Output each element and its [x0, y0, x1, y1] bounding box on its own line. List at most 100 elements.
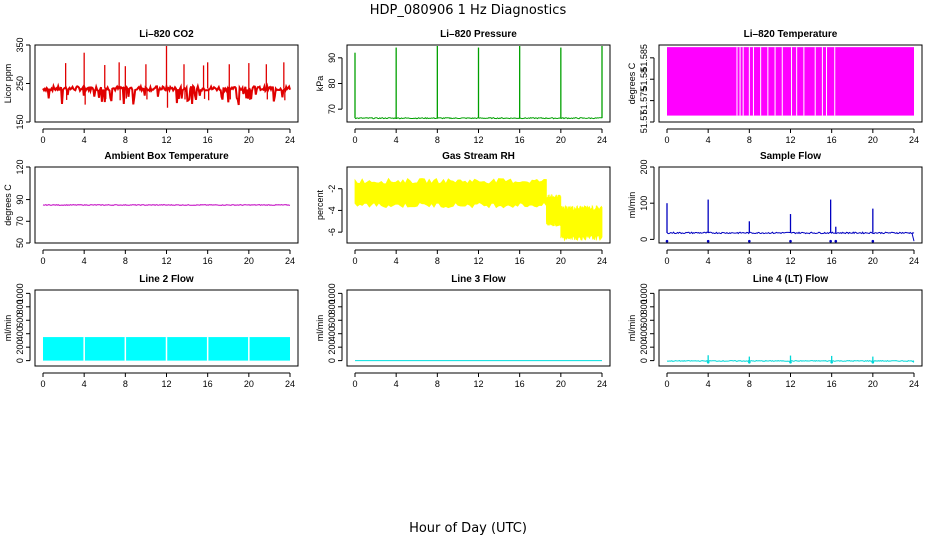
series-9	[666, 355, 915, 364]
x-tick-label: 12	[785, 379, 795, 389]
drop-point	[748, 361, 751, 364]
y-tick-label: 200	[327, 340, 337, 355]
chart-panel: Line 3 Flow ml/min 0 4 8 12 16 20 24 0 20040060080…	[315, 274, 611, 389]
panel-frame	[346, 289, 611, 367]
drop-point	[789, 239, 792, 243]
figure-title: HDP_080906 1 Hz Diagnostics	[370, 3, 567, 18]
y-tick-label: 51.585	[639, 44, 649, 72]
x-tick-label: 24	[597, 135, 607, 145]
y-tick-label: 400	[15, 326, 25, 341]
x-tick-label: 20	[244, 256, 254, 266]
chart-panel: Gas Stream RH percent 0 4 8 12 16 20 24 -6 -4 -2	[315, 151, 611, 266]
x-tick-label: 16	[515, 135, 525, 145]
y-tick-label: 600	[327, 313, 337, 328]
panel-title: Li–820 Temperature	[744, 29, 838, 40]
drop-point	[665, 239, 669, 243]
panel-frame	[658, 289, 923, 367]
panel-ylabel: degrees C	[627, 62, 637, 104]
y-tick-label: 350	[15, 37, 25, 52]
y-tick-label: 1000	[639, 283, 649, 303]
drop-point	[789, 361, 792, 364]
panel-title: Ambient Box Temperature	[104, 151, 229, 162]
x-tick-label: 0	[352, 135, 357, 145]
x-tick-label: 16	[203, 135, 213, 145]
y-tick-label: -6	[327, 228, 337, 236]
x-tick-label: 8	[747, 135, 752, 145]
x-tick-label: 12	[161, 135, 171, 145]
panel-ylabel: Licor ppm	[3, 64, 13, 104]
x-tick-label: 20	[868, 379, 878, 389]
y-tick-label: 800	[15, 299, 25, 314]
x-tick-label: 4	[82, 135, 87, 145]
panel-title: Li–820 Pressure	[440, 29, 517, 40]
x-tick-label: 16	[203, 379, 213, 389]
rh-segment	[546, 193, 562, 227]
panel-title: Gas Stream RH	[442, 151, 515, 162]
y-tick-label: 800	[639, 299, 649, 314]
y-tick-label: 400	[639, 326, 649, 341]
series-line	[42, 204, 291, 206]
y-tick-label: 600	[639, 313, 649, 328]
x-tick-label: 4	[706, 135, 711, 145]
x-tick-label: 20	[244, 379, 254, 389]
y-tick-label: -4	[327, 206, 337, 214]
x-tick-label: 24	[597, 379, 607, 389]
panel-frame	[346, 166, 611, 244]
series-2	[354, 46, 603, 120]
panel-title: Line 4 (LT) Flow	[753, 274, 829, 285]
x-tick-label: 16	[203, 256, 213, 266]
x-tick-label: 8	[435, 379, 440, 389]
x-tick-label: 0	[40, 379, 45, 389]
x-tick-label: 4	[394, 135, 399, 145]
y-tick-label: 80	[327, 78, 337, 88]
x-tick-label: 20	[556, 379, 566, 389]
panel-frame	[34, 289, 299, 367]
panel-title: Sample Flow	[760, 151, 821, 162]
chart-panel: Li–820 Pressure kPa 0 4 8 12 16 20 24 70 80 90	[315, 29, 611, 145]
x-tick-label: 0	[40, 256, 45, 266]
panel-ylabel: ml/min	[315, 315, 325, 342]
series-4	[42, 204, 291, 206]
y-axis: 50 70 90 120	[15, 159, 31, 248]
y-tick-label: 0	[639, 237, 649, 242]
x-axis: 0 4 8 12 16 20 24	[352, 249, 607, 266]
x-tick-label: 12	[473, 135, 483, 145]
y-tick-label: -2	[327, 185, 337, 193]
x-tick-label: 20	[556, 135, 566, 145]
end-drop	[911, 232, 915, 242]
drop-point	[830, 361, 833, 364]
panel-title: Line 2 Flow	[139, 274, 194, 285]
x-tick-label: 12	[785, 256, 795, 266]
chart-panel: Sample Flow ml/min 0 4 8 12 16 20 24 0 100 200	[627, 151, 923, 266]
y-tick-label: 50	[15, 238, 25, 248]
drop-point	[748, 239, 751, 243]
x-tick-label: 16	[827, 379, 837, 389]
y-axis: 0 100 200	[639, 159, 655, 242]
x-tick-label: 24	[285, 256, 295, 266]
x-tick-label: 20	[868, 135, 878, 145]
x-tick-label: 8	[123, 379, 128, 389]
x-tick-label: 4	[706, 379, 711, 389]
y-tick-label: 200	[639, 340, 649, 355]
panel-frame	[658, 44, 923, 123]
y-tick-label: 51.58	[639, 68, 649, 91]
x-axis: 0 4 8 12 16 20 24	[40, 372, 295, 389]
x-axis: 0 4 8 12 16 20 24	[664, 128, 919, 145]
x-axis: 0 4 8 12 16 20 24	[664, 249, 919, 266]
drop-point	[829, 239, 832, 243]
panel-ylabel: degrees C	[3, 184, 13, 226]
y-tick-label: 51.57	[639, 111, 649, 134]
x-tick-label: 12	[161, 379, 171, 389]
x-tick-label: 4	[82, 379, 87, 389]
x-tick-label: 0	[352, 256, 357, 266]
y-tick-label: 0	[327, 358, 337, 363]
drop-point	[834, 239, 838, 243]
x-tick-label: 4	[394, 256, 399, 266]
chart-panel: Li–820 CO2 Licor ppm 0 4 8 12 16 20 24 150 250 350	[3, 29, 299, 145]
series-7	[43, 337, 290, 361]
x-axis: 0 4 8 12 16 20 24	[352, 128, 607, 145]
y-tick-label: 70	[327, 104, 337, 114]
x-tick-label: 16	[827, 135, 837, 145]
